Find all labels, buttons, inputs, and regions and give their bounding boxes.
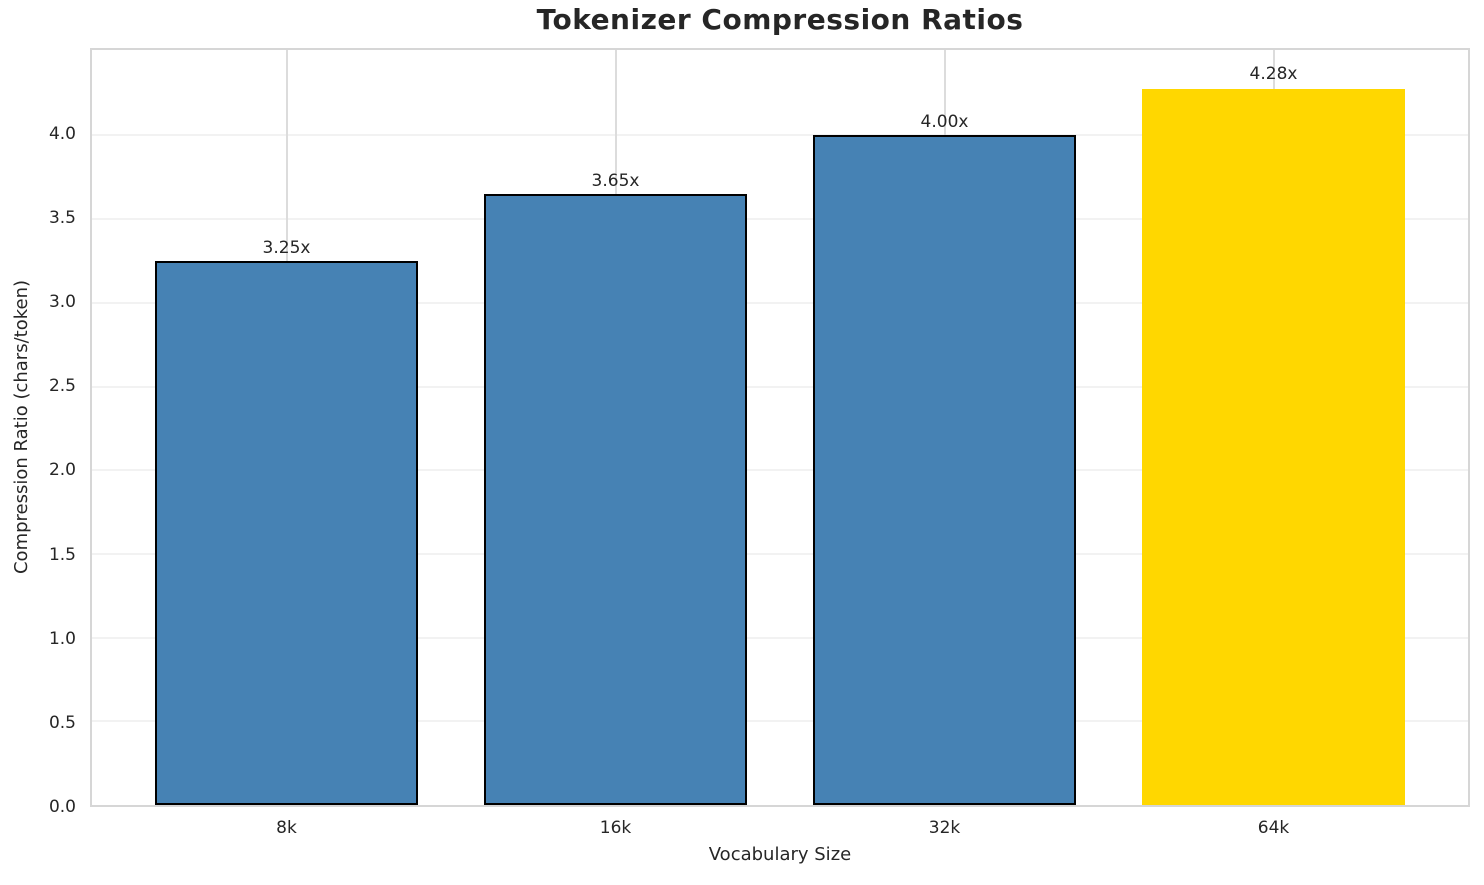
h-gridline bbox=[92, 218, 1468, 221]
y-tick-label: 2.5 bbox=[48, 376, 76, 397]
h-gridline bbox=[92, 552, 1468, 555]
x-axis-label: Vocabulary Size bbox=[708, 844, 852, 865]
y-tick-label: 2.0 bbox=[48, 460, 76, 481]
bar-value-label: 3.65x bbox=[591, 170, 640, 191]
chart-title: Tokenizer Compression Ratios bbox=[536, 3, 1024, 36]
h-gridline bbox=[92, 469, 1468, 472]
y-tick-label: 1.5 bbox=[48, 544, 76, 565]
bar-slot: 3.25x 8k bbox=[122, 50, 451, 838]
y-tick-label: 3.5 bbox=[48, 207, 76, 228]
h-gridline bbox=[92, 134, 1468, 137]
x-tick-label: 16k bbox=[599, 818, 632, 838]
y-tick-label: 0.0 bbox=[48, 797, 76, 817]
y-tick-label: 3.0 bbox=[48, 292, 76, 313]
x-tick-label: 64k bbox=[1257, 818, 1290, 838]
plot-area: 3.25x 8k 3.65x 16k 4.00x 32k 4.28x 64k bbox=[90, 48, 1470, 838]
bar-value-label: 3.25x bbox=[262, 237, 311, 258]
h-gridline bbox=[92, 636, 1468, 639]
bar: 3.65x bbox=[483, 171, 748, 805]
bar-slots: 3.25x 8k 3.65x 16k 4.00x 32k 4.28x 64k bbox=[92, 50, 1468, 838]
h-gridline bbox=[92, 301, 1468, 304]
bar-value-label: 4.00x bbox=[920, 112, 969, 133]
y-tick-label: 4.0 bbox=[48, 123, 76, 144]
x-tick-label: 32k bbox=[928, 818, 961, 838]
y-tick-label: 1.0 bbox=[48, 628, 76, 649]
y-axis-ticks: 0.0 0.5 1.0 1.5 2.0 2.5 3.0 3.5 4.0 bbox=[0, 48, 76, 817]
bar-slot: 3.65x 16k bbox=[451, 50, 780, 838]
bar-slot: 4.28x 64k bbox=[1109, 50, 1438, 838]
x-tick-label: 8k bbox=[276, 818, 297, 838]
bar: 4.00x bbox=[812, 112, 1077, 805]
h-gridline bbox=[92, 385, 1468, 388]
bar-slot: 4.00x 32k bbox=[780, 50, 1109, 838]
y-tick-label: 0.5 bbox=[48, 712, 76, 733]
bar: 3.25x bbox=[154, 238, 419, 805]
bar-value-label: 4.28x bbox=[1249, 63, 1298, 84]
h-gridline bbox=[92, 720, 1468, 723]
bar: 4.28x bbox=[1141, 64, 1406, 805]
